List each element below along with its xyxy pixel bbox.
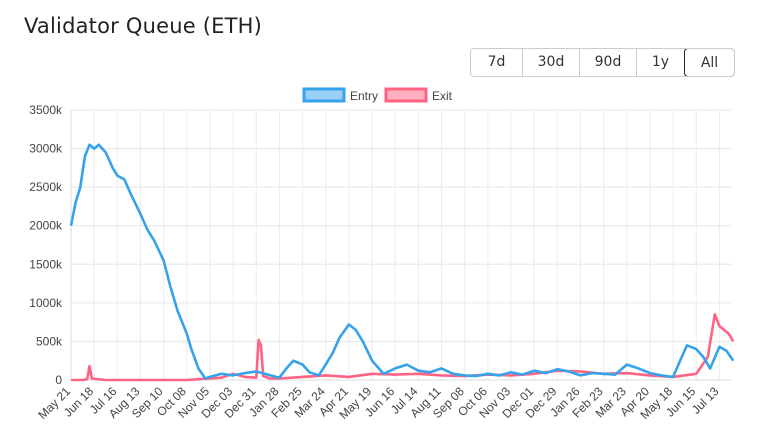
validator-queue-chart: Entry Exit 0 500k 1000k 1500k 2000k 2500k 3000k…	[29, 87, 735, 422]
series-line-exit	[71, 313, 735, 382]
chart-title: Validator Queue (ETH)	[24, 14, 262, 38]
y-tick-label: 500k	[36, 334, 63, 348]
y-tick-label: 0	[55, 373, 62, 387]
chart-series	[69, 143, 735, 382]
legend-swatch-exit	[384, 87, 428, 103]
chart-legend: Entry Exit	[302, 87, 453, 103]
range-button-all[interactable]: All	[684, 49, 734, 76]
series-line-entry	[69, 143, 735, 380]
y-axis: 0 500k 1000k 1500k 2000k 2500k 3000k 3500k	[29, 103, 63, 387]
range-button-30d[interactable]: 30d	[522, 49, 579, 76]
range-button-7d[interactable]: 7d	[471, 49, 522, 76]
y-tick-label: 2000k	[29, 219, 63, 233]
range-button-90d[interactable]: 90d	[579, 49, 636, 76]
y-tick-label: 2500k	[29, 180, 63, 194]
legend-label-entry: Entry	[350, 89, 378, 103]
y-tick-label: 3000k	[29, 142, 63, 156]
y-tick-label: 3500k	[29, 103, 63, 117]
y-tick-label: 1000k	[29, 296, 63, 310]
legend-label-exit: Exit	[432, 89, 453, 103]
range-selector: 7d 30d 90d 1y All	[470, 48, 735, 77]
legend-swatch-entry	[302, 87, 346, 103]
y-tick-label: 1500k	[29, 257, 63, 271]
range-button-1y[interactable]: 1y	[636, 49, 684, 76]
x-tick-label: Jul 13	[689, 384, 722, 417]
chart-grid	[70, 109, 731, 381]
